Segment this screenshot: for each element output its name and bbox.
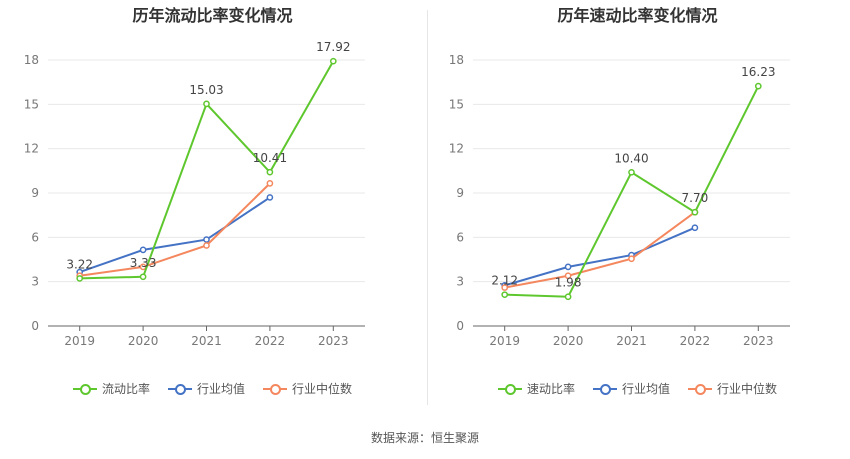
data-label: 15.03 <box>189 83 223 97</box>
chart-title: 历年速动比率变化情况 <box>557 6 718 25</box>
data-point <box>76 275 84 282</box>
legend-marker-icon <box>592 383 617 395</box>
data-point <box>203 242 210 249</box>
data-label: 2.12 <box>491 274 518 288</box>
data-label: 10.41 <box>253 151 287 165</box>
data-point <box>754 82 762 90</box>
data-point <box>628 255 635 263</box>
y-tick-label: 6 <box>456 230 464 244</box>
x-tick-label: 2022 <box>680 334 711 348</box>
legend-marker-icon <box>72 383 97 395</box>
legend-label: 速动比率 <box>526 382 575 396</box>
data-source-note: 数据来源：恒生聚源 <box>370 431 479 445</box>
legend-item[interactable]: 行业均值 <box>592 380 670 397</box>
y-tick-label: 12 <box>24 142 39 156</box>
data-point <box>691 224 699 232</box>
chart-legend: 流动比率 行业均值 行业中位数 <box>0 380 425 397</box>
y-tick-label: 18 <box>24 53 39 67</box>
legend-label: 行业均值 <box>621 382 670 396</box>
x-tick-label: 2023 <box>743 334 774 348</box>
data-point <box>501 291 509 299</box>
x-tick-label: 2023 <box>318 334 349 348</box>
legend-label: 行业中位数 <box>292 382 353 396</box>
data-label: 17.92 <box>316 40 350 54</box>
data-point <box>329 57 337 65</box>
x-tick-label: 2021 <box>191 334 222 348</box>
y-tick-label: 18 <box>449 53 464 67</box>
legend-marker-icon <box>497 383 522 395</box>
legend-item[interactable]: 速动比率 <box>497 380 575 397</box>
chart-title: 历年流动比率变化情况 <box>132 6 293 25</box>
legend-label: 流动比率 <box>101 382 150 396</box>
x-tick-label: 2019 <box>489 334 520 348</box>
legend-marker-icon <box>167 383 192 395</box>
x-tick-label: 2019 <box>64 334 95 348</box>
chart-legend: 速动比率 行业均值 行业中位数 <box>425 380 850 397</box>
y-tick-label: 9 <box>456 186 464 200</box>
y-tick-label: 12 <box>449 142 464 156</box>
data-point <box>266 194 274 201</box>
y-tick-label: 6 <box>31 230 39 244</box>
y-tick-label: 9 <box>31 186 39 200</box>
legend-item[interactable]: 行业中位数 <box>263 380 352 397</box>
x-tick-label: 2020 <box>553 334 584 348</box>
x-tick-label: 2020 <box>128 334 159 348</box>
data-point <box>564 263 572 271</box>
series-line <box>504 211 696 289</box>
chart-plot: 0 3 6 9 12 15 18 2019 2020 2021 2022 2023 3.22 3.33 15… <box>24 40 365 348</box>
data-point <box>691 208 699 216</box>
data-label: 3.33 <box>130 256 157 270</box>
data-label: 1.98 <box>555 276 582 290</box>
chart-panel-quick-ratio: 历年速动比率变化情况 0 3 6 9 12 15 18 2019 2020 2021 2022 202… <box>425 0 850 410</box>
y-tick-label: 3 <box>456 275 464 289</box>
y-tick-label: 0 <box>456 319 464 333</box>
legend-item[interactable]: 行业均值 <box>167 380 245 397</box>
legend-item[interactable]: 行业中位数 <box>688 380 777 397</box>
data-label: 7.70 <box>682 191 709 205</box>
y-tick-label: 15 <box>449 97 464 111</box>
data-point <box>564 272 572 280</box>
legend-label: 行业均值 <box>196 382 245 396</box>
data-label: 3.22 <box>66 257 93 271</box>
series-line <box>504 85 760 298</box>
data-point <box>266 180 274 187</box>
data-label: 16.23 <box>741 65 775 79</box>
data-point <box>203 236 210 243</box>
data-point <box>139 246 147 254</box>
data-point <box>266 168 274 176</box>
data-point <box>564 293 572 301</box>
y-tick-label: 15 <box>24 97 39 111</box>
series-line <box>79 196 271 274</box>
panel-divider <box>427 10 428 405</box>
chart-panel-current-ratio: 历年流动比率变化情况 0 3 6 9 12 15 18 2019 2020 2021 2022 202… <box>0 0 425 410</box>
legend-marker-icon <box>263 383 287 395</box>
legend-marker-icon <box>688 383 712 395</box>
y-tick-label: 0 <box>31 319 39 333</box>
data-point <box>501 284 509 291</box>
data-point <box>139 273 147 281</box>
data-point <box>628 168 635 176</box>
series-line <box>79 182 271 277</box>
x-tick-label: 2022 <box>255 334 286 348</box>
series-line <box>504 226 696 287</box>
legend-item[interactable]: 流动比率 <box>72 380 150 397</box>
x-tick-label: 2021 <box>616 334 647 348</box>
legend-label: 行业中位数 <box>717 382 778 396</box>
chart-plot: 0 3 6 9 12 15 18 2019 2020 2021 2022 2023 2.12 1.98 10… <box>449 53 790 348</box>
y-tick-label: 3 <box>31 275 39 289</box>
data-label: 10.40 <box>614 151 648 165</box>
data-point <box>203 100 210 108</box>
